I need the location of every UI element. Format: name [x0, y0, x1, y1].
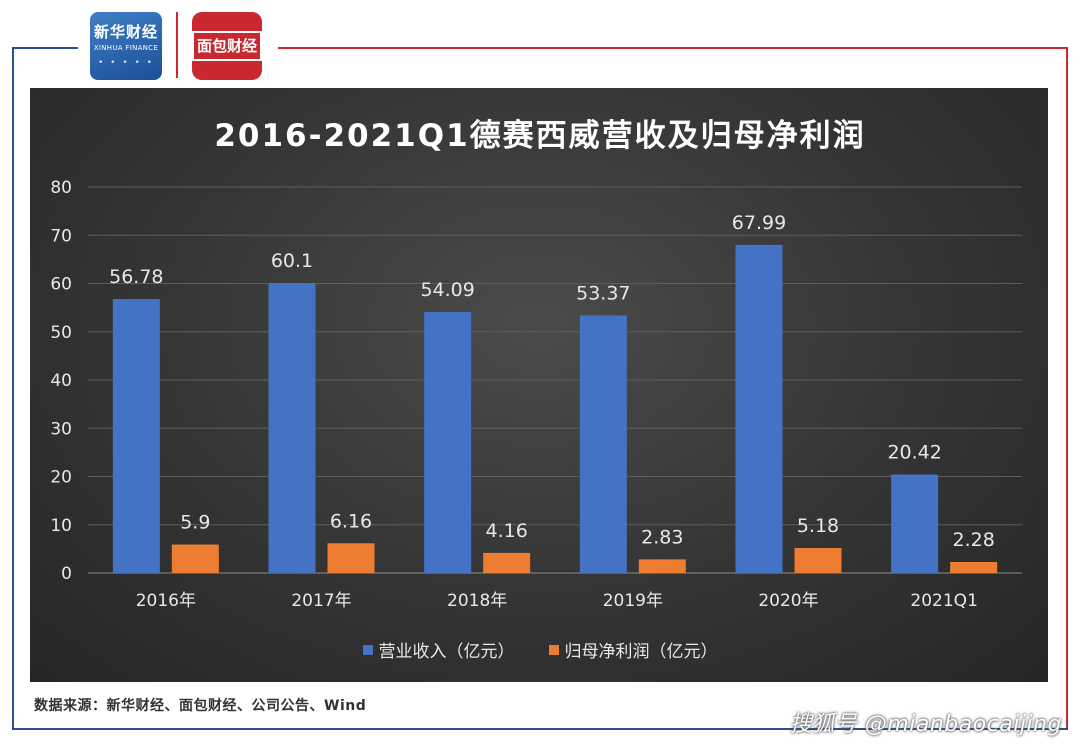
- frame-line-top-left: [12, 47, 78, 49]
- bar-revenue: [891, 474, 939, 573]
- y-tick-label: 20: [50, 468, 72, 488]
- data-label-profit: 2.83: [641, 526, 683, 548]
- legend-swatch-revenue: [362, 644, 373, 655]
- data-label-revenue: 60.1: [271, 250, 313, 272]
- data-label-profit: 5.9: [180, 512, 210, 534]
- y-tick-label: 40: [50, 371, 72, 391]
- y-tick-label: 0: [61, 564, 72, 584]
- y-tick-label: 80: [50, 178, 72, 198]
- data-label-revenue: 56.78: [109, 266, 163, 288]
- x-tick-label: 2019年: [603, 591, 663, 611]
- x-tick-label: 2020年: [758, 591, 818, 611]
- data-label-profit: 5.18: [797, 515, 839, 537]
- bar-profit: [327, 543, 375, 573]
- legend-swatch-profit: [548, 644, 559, 655]
- x-tick-label: 2018年: [447, 591, 507, 611]
- mianbao-finance-logo: 面包财经: [192, 12, 262, 80]
- bar-profit: [794, 548, 842, 573]
- y-tick-label: 50: [50, 323, 72, 343]
- y-tick-label: 30: [50, 419, 72, 439]
- xinhua-logo-cn: 新华财经: [93, 23, 158, 41]
- frame-line-left: [12, 47, 14, 730]
- data-label-profit: 2.28: [953, 529, 995, 551]
- bar-profit: [638, 559, 686, 573]
- x-tick-label: 2017年: [291, 591, 351, 611]
- legend-label-profit: 归母净利润（亿元）: [564, 642, 718, 662]
- data-label-revenue: 20.42: [887, 441, 941, 463]
- chart-legend: 营业收入（亿元） 归母净利润（亿元）: [0, 637, 1080, 662]
- frame-line-right: [1066, 47, 1068, 730]
- data-source-note: 数据来源：新华财经、面包财经、公司公告、Wind: [34, 698, 367, 714]
- bar-profit: [483, 552, 531, 573]
- bar-revenue: [424, 312, 472, 573]
- chart-title: 2016-2021Q1德赛西威营收及归母净利润: [214, 118, 866, 154]
- xinhua-finance-logo: 新华财经 XINHUA FINANCE • • • • •: [90, 12, 162, 80]
- data-label-revenue: 67.99: [732, 212, 786, 234]
- bar-revenue: [735, 244, 783, 574]
- legend-item-revenue: 营业收入（亿元）: [362, 637, 515, 662]
- y-tick-label: 70: [50, 226, 72, 246]
- bar-revenue: [112, 299, 160, 573]
- data-label-profit: 6.16: [330, 510, 372, 532]
- dots-icon: • • • • •: [98, 58, 154, 68]
- x-tick-label: 2021Q1: [910, 591, 977, 611]
- y-tick-label: 10: [50, 516, 72, 536]
- legend-label-revenue: 营业收入（亿元）: [378, 642, 515, 662]
- frame-line-top-right: [278, 47, 1068, 49]
- logo-separator: [176, 12, 178, 78]
- legend-item-profit: 归母净利润（亿元）: [548, 637, 718, 662]
- bar-profit: [950, 561, 998, 573]
- xinhua-logo-en: XINHUA FINANCE: [93, 44, 159, 52]
- data-label-revenue: 53.37: [576, 282, 630, 304]
- bar-revenue: [579, 315, 627, 573]
- bar-revenue: [268, 283, 316, 573]
- mianbao-logo-text: 面包财经: [192, 31, 262, 61]
- data-label-profit: 4.16: [486, 520, 528, 542]
- x-tick-label: 2016年: [136, 591, 196, 611]
- bar-profit: [171, 544, 219, 573]
- data-label-revenue: 54.09: [420, 279, 474, 301]
- frame-line-bottom: [12, 728, 1068, 730]
- y-tick-label: 60: [50, 275, 72, 295]
- sohu-watermark: 搜狐号 @mianbaocaijing: [789, 712, 1062, 737]
